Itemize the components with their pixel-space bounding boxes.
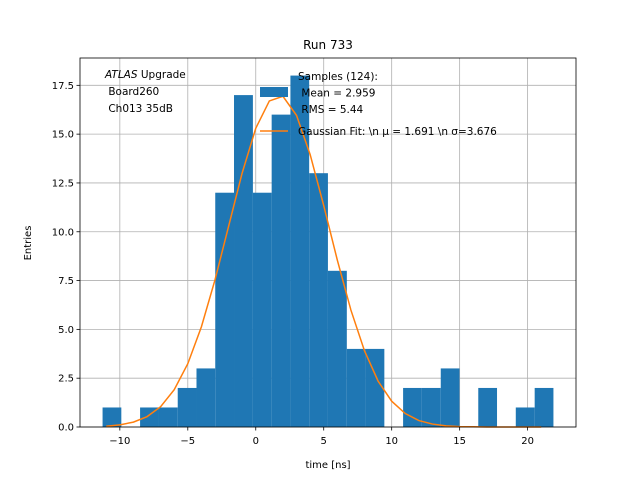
chart-title: Run 733 xyxy=(303,38,353,52)
annotation: Board260 xyxy=(105,86,159,98)
bar xyxy=(309,173,328,427)
annotation: ATLAS Upgrade xyxy=(104,69,186,81)
y-tick-label: 15.0 xyxy=(52,130,74,141)
bar xyxy=(421,387,441,427)
y-tick-label: 12.5 xyxy=(52,178,74,189)
bar xyxy=(290,75,310,428)
legend-label: Samples (124): Mean = 2.959 RMS = 5.44 xyxy=(298,71,378,116)
bars xyxy=(102,75,554,428)
x-tick-label: 15 xyxy=(453,436,466,447)
bar xyxy=(215,192,235,427)
y-tick-label: 17.5 xyxy=(52,81,74,92)
bar xyxy=(478,387,498,427)
x-tick-label: 10 xyxy=(385,436,398,447)
annotation: Ch013 35dB xyxy=(105,103,173,115)
bar xyxy=(140,407,159,427)
bar xyxy=(177,387,197,427)
bar xyxy=(327,270,347,427)
x-tick-label: 20 xyxy=(521,436,534,447)
x-axis-label: time [ns] xyxy=(305,460,350,471)
axes-frame xyxy=(79,57,577,428)
x-tick-label: 0 xyxy=(253,436,259,447)
legend-line-text: Gaussian Fit: \n μ = 1.691 \n σ=3.676 xyxy=(298,126,497,138)
bar xyxy=(234,95,253,427)
bar xyxy=(102,407,122,427)
y-tick-label: 0.0 xyxy=(58,423,74,434)
y-tick-label: 2.5 xyxy=(58,374,74,385)
bar xyxy=(515,407,535,427)
legend-line-text: Samples (124): xyxy=(298,71,378,83)
bar xyxy=(252,192,272,427)
y-tick-label: 5.0 xyxy=(58,325,74,336)
bar xyxy=(158,407,178,427)
y-axis-label: Entries xyxy=(23,226,34,261)
bar xyxy=(403,387,422,427)
x-tick-label: −10 xyxy=(109,436,130,447)
legend-line-text: Mean = 2.959 xyxy=(298,88,375,100)
legend-line-text: RMS = 5.44 xyxy=(298,104,364,116)
bar xyxy=(196,368,216,427)
legend-label: Gaussian Fit: \n μ = 1.691 \n σ=3.676 xyxy=(298,126,497,138)
bar xyxy=(365,348,385,427)
annotation-italic: ATLAS xyxy=(104,69,138,81)
bar xyxy=(534,387,554,427)
bar xyxy=(346,348,366,427)
y-tick-label: 10.0 xyxy=(52,227,74,238)
bar xyxy=(271,114,291,427)
legend-patch xyxy=(260,87,288,97)
annotation-rest: Upgrade xyxy=(138,69,186,81)
y-tick-label: 7.5 xyxy=(58,276,74,287)
x-tick-label: 5 xyxy=(321,436,327,447)
bar xyxy=(440,368,460,427)
x-tick-label: −5 xyxy=(180,436,195,447)
